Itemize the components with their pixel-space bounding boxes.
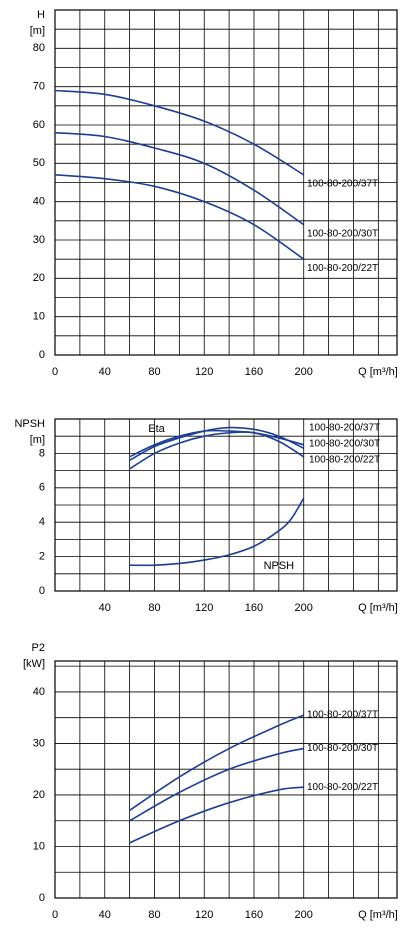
y-tick-label: 80: [33, 42, 45, 54]
annotation: Eta: [148, 423, 165, 435]
y-tick-label: 8: [39, 447, 45, 459]
x-tick-label: 120: [195, 909, 213, 921]
x-tick-label: 160: [245, 909, 263, 921]
y-axis-label: [kW]: [23, 658, 45, 670]
y-tick-label: 30: [33, 737, 45, 749]
x-tick-label: 80: [148, 602, 160, 614]
series-line: [129, 747, 304, 822]
series-label: 100-80-200/22T: [307, 782, 378, 793]
y-tick-label: 20: [33, 272, 45, 284]
series-line: [54, 174, 305, 260]
series-line: [129, 426, 305, 461]
series-label: 100-80-200/37T: [309, 423, 380, 434]
series-label: NPSH: [264, 560, 295, 572]
plot-frame: [54, 660, 398, 899]
y-tick-label: 0: [39, 585, 45, 597]
y-tick-label: 2: [39, 551, 45, 563]
series-label: 100-80-200/30T: [309, 439, 380, 450]
y-tick-label: 0: [39, 349, 45, 361]
x-tick-label: 120: [195, 366, 213, 378]
series-label: 100-80-200/22T: [309, 455, 380, 466]
x-tick-label: 160: [245, 366, 263, 378]
x-tick-label: 200: [295, 602, 313, 614]
x-tick-label: 0: [52, 909, 58, 921]
x-tick-label: 80: [148, 366, 160, 378]
x-tick-label: 80: [148, 909, 160, 921]
series-label: 100-80-200/30T: [307, 743, 378, 754]
series-label: 100-80-200/30T: [307, 228, 378, 239]
y-axis-label: H: [37, 9, 45, 21]
y-axis-label: [m]: [30, 25, 45, 37]
x-tick-label: 160: [245, 602, 263, 614]
x-axis-label: Q [m³/h]: [358, 602, 398, 614]
y-tick-label: 50: [33, 157, 45, 169]
x-tick-label: 40: [99, 602, 111, 614]
y-tick-label: 40: [33, 686, 45, 698]
y-tick-label: 40: [33, 196, 45, 208]
y-tick-label: 0: [39, 892, 45, 904]
series-label: 100-80-200/37T: [307, 178, 378, 189]
x-tick-label: 120: [195, 602, 213, 614]
y-axis-label: P2: [32, 642, 45, 654]
x-tick-label: 40: [99, 909, 111, 921]
x-tick-label: 200: [295, 909, 313, 921]
y-axis-label: NPSH: [14, 418, 45, 430]
x-tick-label: 0: [52, 366, 58, 378]
x-tick-label: 200: [295, 366, 313, 378]
series-line: [54, 131, 305, 226]
y-tick-label: 10: [33, 840, 45, 852]
series-line: [54, 89, 305, 176]
x-axis-label: Q [m³/h]: [358, 909, 398, 921]
y-tick-label: 70: [33, 81, 45, 93]
series-line: [129, 429, 304, 458]
series-label: 100-80-200/37T: [307, 710, 378, 721]
plot-frame: [54, 9, 398, 356]
x-axis-label: Q [m³/h]: [358, 366, 398, 378]
series-line: [129, 431, 305, 470]
series-label: 100-80-200/22T: [307, 263, 378, 274]
y-tick-label: 60: [33, 119, 45, 131]
y-tick-label: 6: [39, 482, 45, 494]
y-axis-label: [m]: [30, 434, 45, 446]
series-line: [129, 786, 304, 844]
x-tick-label: 40: [99, 366, 111, 378]
series-line: [129, 714, 305, 812]
y-tick-label: 10: [33, 311, 45, 323]
y-tick-label: 30: [33, 234, 45, 246]
plot-frame: [54, 418, 398, 592]
series-line: [129, 497, 305, 567]
y-tick-label: 20: [33, 789, 45, 801]
y-tick-label: 4: [39, 516, 45, 528]
